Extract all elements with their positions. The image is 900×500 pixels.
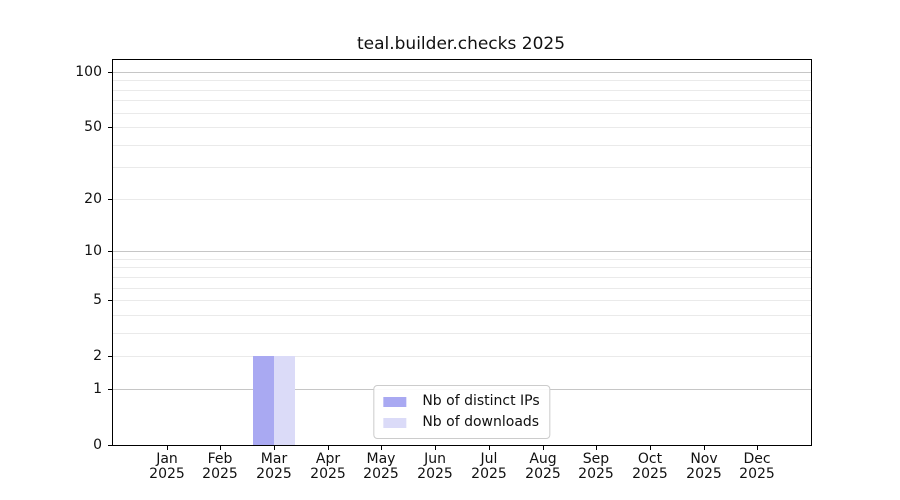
y-tick bbox=[108, 72, 112, 73]
legend-row: Nb of distinct IPs bbox=[383, 392, 540, 411]
x-tick-label-month: Jun bbox=[424, 451, 446, 467]
y-tick bbox=[108, 199, 112, 200]
x-tick-label-year: 2025 bbox=[686, 466, 722, 482]
minor-gridline bbox=[113, 288, 811, 289]
x-tick-label-year: 2025 bbox=[310, 466, 346, 482]
chart-title: teal.builder.checks 2025 bbox=[356, 34, 566, 54]
major-gridline bbox=[113, 72, 811, 73]
x-tick-label: Aug 2025 bbox=[511, 452, 575, 482]
x-tick-label: Apr 2025 bbox=[296, 452, 360, 482]
x-tick-label-month: Oct bbox=[637, 451, 663, 467]
y-tick-label: 50 bbox=[84, 119, 102, 135]
minor-gridline bbox=[113, 356, 811, 357]
minor-gridline bbox=[113, 199, 811, 200]
minor-gridline bbox=[113, 315, 811, 316]
y-tick bbox=[108, 300, 112, 301]
x-tick-label: Oct 2025 bbox=[618, 452, 682, 482]
y-tick-label: 2 bbox=[93, 348, 102, 364]
x-tick-label-month: Aug bbox=[529, 451, 557, 467]
x-tick-label: Nov 2025 bbox=[672, 452, 736, 482]
y-tick bbox=[108, 251, 112, 252]
legend-swatch-downloads bbox=[383, 417, 407, 428]
minor-gridline bbox=[113, 90, 811, 91]
x-tick-label-year: 2025 bbox=[632, 466, 668, 482]
x-tick bbox=[757, 446, 758, 450]
y-tick bbox=[108, 389, 112, 390]
minor-gridline bbox=[113, 100, 811, 101]
legend: Nb of distinct IPs Nb of downloads bbox=[373, 385, 551, 439]
x-tick bbox=[328, 446, 329, 450]
x-tick bbox=[167, 446, 168, 450]
x-tick bbox=[650, 446, 651, 450]
minor-gridline bbox=[113, 80, 811, 81]
bar-nb-of-distinct-ips bbox=[253, 356, 274, 445]
x-tick-label-year: 2025 bbox=[363, 466, 399, 482]
x-tick-label-year: 2025 bbox=[149, 466, 185, 482]
x-tick-label-month: May bbox=[366, 451, 396, 467]
x-tick-label-month: Mar bbox=[260, 451, 288, 467]
minor-gridline bbox=[113, 277, 811, 278]
x-tick-label-year: 2025 bbox=[202, 466, 238, 482]
x-tick bbox=[381, 446, 382, 450]
x-tick bbox=[220, 446, 221, 450]
x-tick bbox=[543, 446, 544, 450]
y-tick-label: 5 bbox=[93, 292, 102, 308]
x-tick bbox=[704, 446, 705, 450]
minor-gridline bbox=[113, 259, 811, 260]
minor-gridline bbox=[113, 145, 811, 146]
x-tick-label: Dec 2025 bbox=[725, 452, 789, 482]
legend-swatch-distinct-ips bbox=[383, 396, 407, 407]
x-tick-label-month: Jan bbox=[156, 451, 178, 467]
x-tick-label-month: Jul bbox=[480, 451, 498, 467]
x-tick bbox=[435, 446, 436, 450]
x-tick-label: Jan 2025 bbox=[135, 452, 199, 482]
minor-gridline bbox=[113, 267, 811, 268]
x-tick-label-month: Sep bbox=[582, 451, 610, 467]
x-tick-label-year: 2025 bbox=[417, 466, 453, 482]
y-tick bbox=[108, 356, 112, 357]
x-tick-label-month: Feb bbox=[207, 451, 233, 467]
minor-gridline bbox=[113, 167, 811, 168]
x-tick bbox=[274, 446, 275, 450]
x-tick-label: Mar 2025 bbox=[242, 452, 306, 482]
minor-gridline bbox=[113, 333, 811, 334]
minor-gridline bbox=[113, 300, 811, 301]
y-tick bbox=[108, 127, 112, 128]
y-tick-label: 100 bbox=[75, 64, 102, 80]
x-tick-label-month: Apr bbox=[315, 451, 341, 467]
y-tick-label: 10 bbox=[84, 243, 102, 259]
x-tick-label-year: 2025 bbox=[578, 466, 614, 482]
legend-label-distinct-ips: Nb of distinct IPs bbox=[422, 393, 540, 409]
major-gridline bbox=[113, 251, 811, 252]
x-tick-label-year: 2025 bbox=[471, 466, 507, 482]
x-tick-label: Feb 2025 bbox=[188, 452, 252, 482]
minor-gridline bbox=[113, 127, 811, 128]
x-tick-label: May 2025 bbox=[349, 452, 413, 482]
x-tick-label: Jun 2025 bbox=[403, 452, 467, 482]
bar-nb-of-downloads bbox=[274, 356, 295, 445]
x-tick-label-year: 2025 bbox=[256, 466, 292, 482]
y-tick-label: 1 bbox=[93, 381, 102, 397]
x-tick bbox=[596, 446, 597, 450]
legend-row: Nb of downloads bbox=[383, 413, 539, 432]
y-tick-label: 0 bbox=[93, 437, 102, 453]
plot-area: Nb of distinct IPs Nb of downloads bbox=[112, 59, 812, 446]
x-tick bbox=[489, 446, 490, 450]
x-tick-label-year: 2025 bbox=[739, 466, 775, 482]
x-tick-label-month: Dec bbox=[743, 451, 771, 467]
y-tick bbox=[108, 445, 112, 446]
legend-label-downloads: Nb of downloads bbox=[422, 414, 540, 430]
x-tick-label-year: 2025 bbox=[525, 466, 561, 482]
x-tick-label: Jul 2025 bbox=[457, 452, 521, 482]
y-tick-label: 20 bbox=[84, 191, 102, 207]
minor-gridline bbox=[113, 113, 811, 114]
x-tick-label-month: Nov bbox=[690, 451, 718, 467]
x-tick-label: Sep 2025 bbox=[564, 452, 628, 482]
